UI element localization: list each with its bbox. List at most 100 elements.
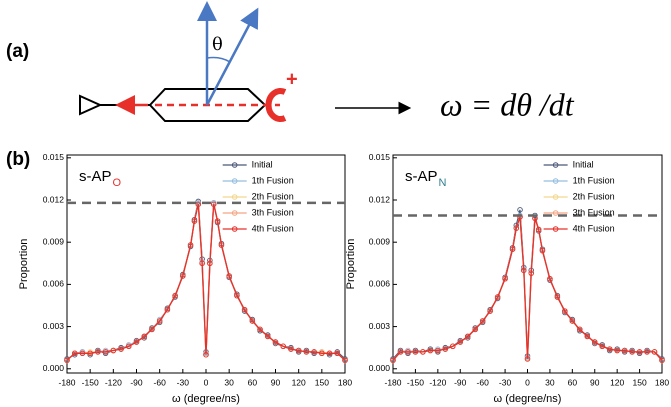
data-point [472,326,478,333]
data-point [102,349,109,355]
data-point [487,308,493,314]
x-tick-label: 0 [525,377,530,387]
data-point [280,343,286,350]
data-point [479,318,486,324]
data-point [126,343,132,350]
data-point [412,349,419,355]
data-point [164,306,171,313]
data-point [118,346,124,352]
legend-label: 2th Fusion [573,191,615,201]
data-point [257,326,263,333]
data-point [621,347,628,354]
data-point [203,351,209,358]
x-axis-label: ω (degree/ns) [494,393,562,405]
data-point [303,349,310,355]
y-tick-label: 0.012 [369,194,391,204]
data-point [606,346,613,352]
series-line [66,201,346,360]
data-point [584,333,591,340]
diagram: (a) θ + ω = dθ /dt (b) [6,1,575,170]
chart-label-sub: O [113,177,122,189]
tilted-arrow [205,7,259,106]
legend-marker [552,194,559,200]
data-point [554,294,561,300]
legend-label: Initial [573,159,594,169]
data-point [319,350,325,357]
data-point [599,343,605,350]
x-tick-label: 0 [204,377,209,387]
y-tick-label: 0.003 [43,321,65,331]
data-point [195,201,202,207]
data-point [156,318,163,324]
data-point [592,339,598,345]
x-tick-label: -60 [477,377,490,387]
data-point [249,318,256,324]
data-point [450,343,456,350]
data-point [218,242,225,248]
x-tick-label: -60 [154,377,167,387]
series-line [392,216,663,361]
data-point [295,347,302,354]
data-point [442,346,449,352]
y-tick-label: 0.006 [43,279,65,289]
y-tick-label: 0.009 [43,236,65,246]
panel-label: (b) [6,149,30,170]
angle-label: θ [212,34,223,55]
data-point [636,349,643,355]
series-line [392,216,663,361]
plot-frame [392,154,663,374]
legend-label: 3th Fusion [252,207,294,217]
x-tick-label: -150 [82,377,99,387]
legend-marker [552,210,559,216]
y-tick-label: 0.003 [369,321,391,331]
data-point [326,350,333,357]
data-point [311,349,317,355]
data-point [180,273,186,279]
data-point [644,349,650,355]
y-tick-label: 0.000 [369,363,391,373]
data-point [629,349,635,355]
data-point [614,347,620,354]
data-point [265,333,271,340]
x-tick-label: 30 [545,377,555,387]
legend-label: 4th Fusion [252,223,294,233]
data-point [241,306,248,313]
data-point [110,347,117,354]
y-axis-label: Proportion [345,239,357,290]
legend-marker [231,226,238,232]
chart-label: s-AP [405,168,438,185]
angle-arc [206,56,231,63]
data-point [149,326,155,333]
x-tick-label: -30 [177,377,190,387]
data-point [524,356,531,362]
data-point [390,357,396,364]
legend-label: 1th Fusion [252,175,294,185]
data-point [199,260,205,267]
data-point [464,333,471,340]
sign: + [286,68,298,90]
data-point [397,349,404,355]
data-point [427,347,434,354]
chart-label-sub: N [439,177,447,189]
data-point [187,242,194,248]
data-point [569,318,576,324]
x-tick-label: 180 [655,377,669,387]
x-tick-label: -30 [499,377,512,387]
data-point [577,326,583,333]
data-point [405,349,411,355]
data-point [659,357,665,364]
x-tick-label: 30 [224,377,234,387]
data-point [207,260,213,267]
data-point [547,276,553,282]
data-point [288,346,294,352]
rotation-icon [265,88,287,122]
data-point [133,339,140,345]
panel-label: (a) [6,41,29,62]
triangle [79,94,103,116]
y-tick-label: 0.012 [43,194,65,204]
data-point [521,267,527,274]
data-point [210,201,217,207]
x-tick-label: -180 [58,377,75,387]
x-tick-label: -120 [105,377,122,387]
data-point [457,339,464,345]
